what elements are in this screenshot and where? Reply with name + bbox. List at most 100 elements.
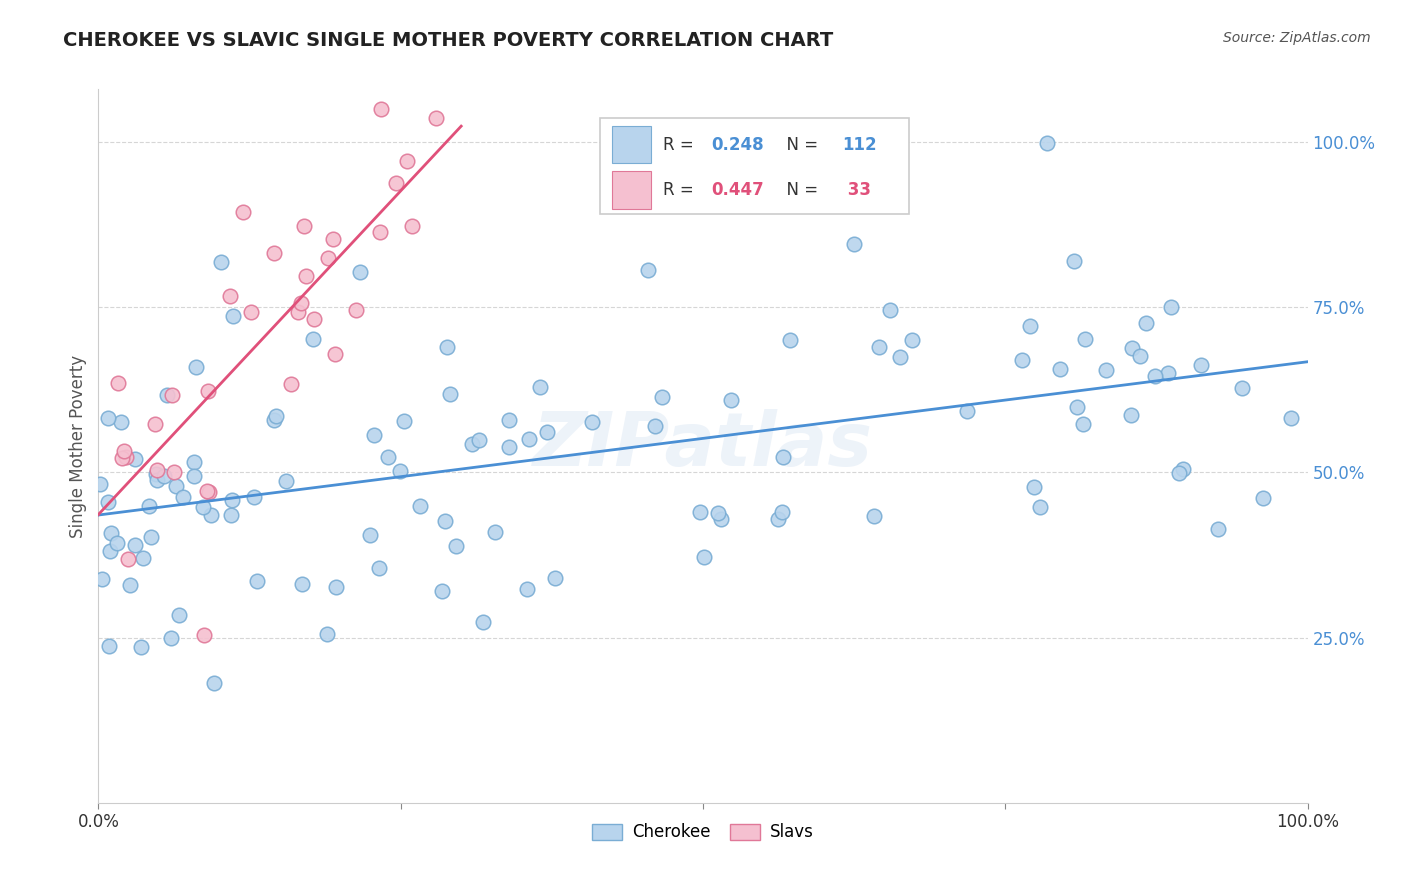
Point: [707, 506, 730, 520]
Point: [98, 544, 121, 558]
Point: [516, 582, 538, 597]
Point: [111, 451, 134, 466]
Point: [315, 627, 337, 641]
Point: [302, 332, 325, 346]
Point: [183, 455, 205, 469]
Point: [1011, 352, 1033, 367]
Point: [143, 417, 166, 431]
Point: [720, 392, 742, 407]
Text: 0.447: 0.447: [711, 181, 765, 199]
Point: [363, 428, 385, 442]
Point: [779, 334, 801, 348]
Point: [232, 205, 254, 219]
Point: [323, 346, 346, 360]
Point: [349, 265, 371, 279]
Point: [197, 384, 219, 398]
Point: [183, 469, 205, 483]
Point: [1160, 300, 1182, 314]
Point: [710, 512, 733, 526]
Point: [468, 434, 491, 448]
Point: [153, 468, 176, 483]
Point: [444, 539, 467, 553]
Point: [221, 493, 243, 508]
Point: [1035, 136, 1057, 150]
Point: [1230, 381, 1253, 395]
Point: [644, 419, 666, 434]
Point: [195, 483, 218, 498]
Point: [693, 549, 716, 564]
Point: [89, 476, 111, 491]
Point: [263, 413, 285, 427]
Point: [264, 409, 287, 423]
Point: [129, 640, 152, 655]
Point: [544, 571, 567, 585]
Point: [219, 508, 242, 523]
Point: [114, 450, 136, 464]
Point: [651, 391, 673, 405]
Point: [370, 102, 392, 116]
Point: [138, 499, 160, 513]
Point: [772, 450, 794, 464]
Point: [471, 615, 494, 629]
Point: [219, 289, 242, 303]
Point: [98, 640, 121, 654]
Text: N =: N =: [776, 136, 823, 153]
Point: [316, 251, 339, 265]
Point: [209, 255, 232, 269]
Point: [97, 411, 120, 425]
Point: [139, 531, 162, 545]
Point: [385, 177, 408, 191]
Point: [581, 415, 603, 429]
Point: [377, 450, 399, 464]
Point: [461, 437, 484, 451]
Point: [131, 550, 153, 565]
Point: [146, 463, 169, 477]
Point: [110, 415, 132, 429]
Point: [1208, 522, 1230, 536]
Point: [1144, 369, 1167, 384]
Text: 112: 112: [842, 136, 877, 153]
Point: [1189, 358, 1212, 372]
Point: [1063, 253, 1085, 268]
Point: [409, 499, 432, 513]
Point: [117, 552, 139, 566]
Text: R =: R =: [664, 136, 699, 153]
Text: 0.248: 0.248: [711, 136, 763, 153]
Point: [1279, 411, 1302, 425]
Text: N =: N =: [776, 181, 823, 199]
Point: [198, 484, 221, 499]
Point: [193, 628, 215, 642]
Point: [290, 296, 312, 310]
Text: CHEROKEE VS SLAVIC SINGLE MOTHER POVERTY CORRELATION CHART: CHEROKEE VS SLAVIC SINGLE MOTHER POVERTY…: [63, 31, 834, 50]
Point: [889, 350, 911, 364]
Point: [1251, 491, 1274, 505]
Point: [430, 583, 453, 598]
Point: [156, 388, 179, 402]
Point: [97, 494, 120, 508]
Point: [439, 386, 461, 401]
Point: [1173, 461, 1195, 475]
Point: [184, 359, 207, 374]
Point: [287, 305, 309, 319]
Text: ZIPatlas: ZIPatlas: [533, 409, 873, 483]
Point: [146, 473, 169, 487]
Point: [344, 303, 367, 318]
Point: [1024, 480, 1046, 494]
Point: [124, 539, 146, 553]
Point: [900, 333, 922, 347]
FancyBboxPatch shape: [600, 118, 908, 214]
Point: [1066, 400, 1088, 414]
Point: [246, 574, 269, 588]
Point: [322, 232, 344, 246]
Point: [100, 526, 122, 541]
Point: [536, 425, 558, 439]
Point: [1129, 349, 1152, 363]
Point: [766, 512, 789, 526]
Point: [1019, 318, 1042, 333]
Point: [529, 379, 551, 393]
Point: [90, 572, 112, 586]
Point: [200, 508, 222, 522]
Point: [436, 340, 458, 354]
Point: [484, 524, 506, 539]
Point: [107, 376, 129, 390]
